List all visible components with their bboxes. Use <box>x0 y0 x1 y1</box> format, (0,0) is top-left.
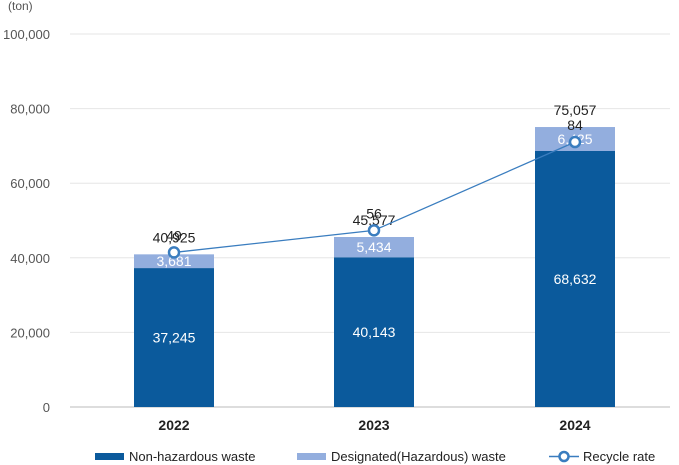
data-label-total: 75,057 <box>554 102 597 118</box>
y-axis-ticks: 0 20,000 40,000 60,000 80,000 100,000 <box>3 27 50 415</box>
data-label-designated: 3,681 <box>156 253 191 269</box>
y-tick-label: 100,000 <box>3 27 50 42</box>
bar-layer: 37,245 3,681 40,925 40,143 5,434 45,577 68,632… <box>134 102 615 407</box>
x-axis-categories: 2022 2023 2024 <box>158 417 590 433</box>
recycle-rate-line-layer: 49 56 84 <box>166 117 583 259</box>
bar-designated-2022 <box>134 254 214 269</box>
data-label-designated: 5,434 <box>356 239 391 255</box>
recycle-rate-label: 84 <box>567 117 583 133</box>
bar-non-hazardous-2023 <box>334 257 414 407</box>
x-tick-label: 2023 <box>358 417 389 433</box>
x-tick-label: 2024 <box>559 417 590 433</box>
y-tick-label: 80,000 <box>10 102 50 117</box>
data-label-total: 45,577 <box>353 212 396 228</box>
data-label-non-hazardous: 68,632 <box>554 271 597 287</box>
recycle-rate-point <box>568 135 582 149</box>
legend-label-non-hazardous: Non-hazardous waste <box>129 449 255 464</box>
bar-designated-2023 <box>334 236 414 258</box>
legend-label-designated: Designated(Hazardous) waste <box>331 449 506 464</box>
bar-non-hazardous-2024 <box>535 151 615 407</box>
data-label-total: 40,925 <box>153 229 196 245</box>
legend-swatch-non-hazardous <box>95 453 124 460</box>
y-tick-label: 0 <box>43 400 50 415</box>
recycle-rate-point <box>167 246 181 259</box>
legend-swatch-designated <box>297 453 326 460</box>
legend-label-recycle-rate: Recycle rate <box>583 449 655 464</box>
y-axis-unit-label: (ton) <box>8 0 33 13</box>
data-label-non-hazardous: 40,143 <box>353 324 396 340</box>
legend-marker-recycle-rate <box>558 450 570 463</box>
y-tick-label: 20,000 <box>10 325 50 340</box>
x-tick-label: 2022 <box>158 417 189 433</box>
recycle-rate-point <box>367 224 381 237</box>
legend: Non-hazardous waste Designated(Hazardous… <box>95 449 655 464</box>
y-tick-label: 60,000 <box>10 176 50 191</box>
bar-non-hazardous-2022 <box>134 268 214 407</box>
data-label-non-hazardous: 37,245 <box>153 330 196 346</box>
recycle-rate-label: 56 <box>366 205 382 221</box>
y-tick-label: 40,000 <box>10 251 50 266</box>
recycle-rate-label: 49 <box>166 227 182 243</box>
